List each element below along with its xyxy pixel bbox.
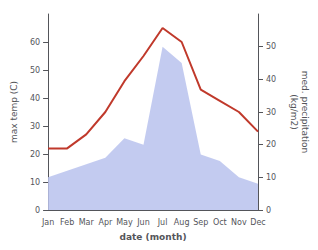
svg-text:10: 10 xyxy=(30,178,40,187)
svg-text:Feb: Feb xyxy=(60,218,74,227)
svg-text:Sep: Sep xyxy=(193,218,208,227)
svg-text:20: 20 xyxy=(30,150,40,159)
svg-text:date (month): date (month) xyxy=(120,232,187,242)
svg-text:Dec: Dec xyxy=(250,218,265,227)
svg-text:0: 0 xyxy=(266,206,271,215)
svg-text:med. precipitation: med. precipitation xyxy=(300,71,310,153)
svg-text:max temp (C): max temp (C) xyxy=(9,81,19,143)
svg-text:50: 50 xyxy=(266,42,276,51)
svg-text:(kg/m2): (kg/m2) xyxy=(289,94,299,129)
svg-text:10: 10 xyxy=(266,173,276,182)
svg-text:Aug: Aug xyxy=(174,218,190,227)
svg-text:30: 30 xyxy=(30,122,40,131)
svg-text:60: 60 xyxy=(30,38,40,47)
svg-text:30: 30 xyxy=(266,108,276,117)
svg-text:20: 20 xyxy=(266,140,276,149)
svg-text:Oct: Oct xyxy=(213,218,227,227)
svg-text:0: 0 xyxy=(35,206,40,215)
svg-text:Nov: Nov xyxy=(231,218,247,227)
svg-text:Jun: Jun xyxy=(136,218,150,227)
svg-text:Mar: Mar xyxy=(79,218,95,227)
svg-text:40: 40 xyxy=(266,75,276,84)
svg-text:50: 50 xyxy=(30,66,40,75)
svg-text:40: 40 xyxy=(30,94,40,103)
svg-text:Apr: Apr xyxy=(98,218,113,227)
svg-text:Jul: Jul xyxy=(157,218,168,227)
svg-text:Jan: Jan xyxy=(41,218,54,227)
svg-text:May: May xyxy=(116,218,133,227)
